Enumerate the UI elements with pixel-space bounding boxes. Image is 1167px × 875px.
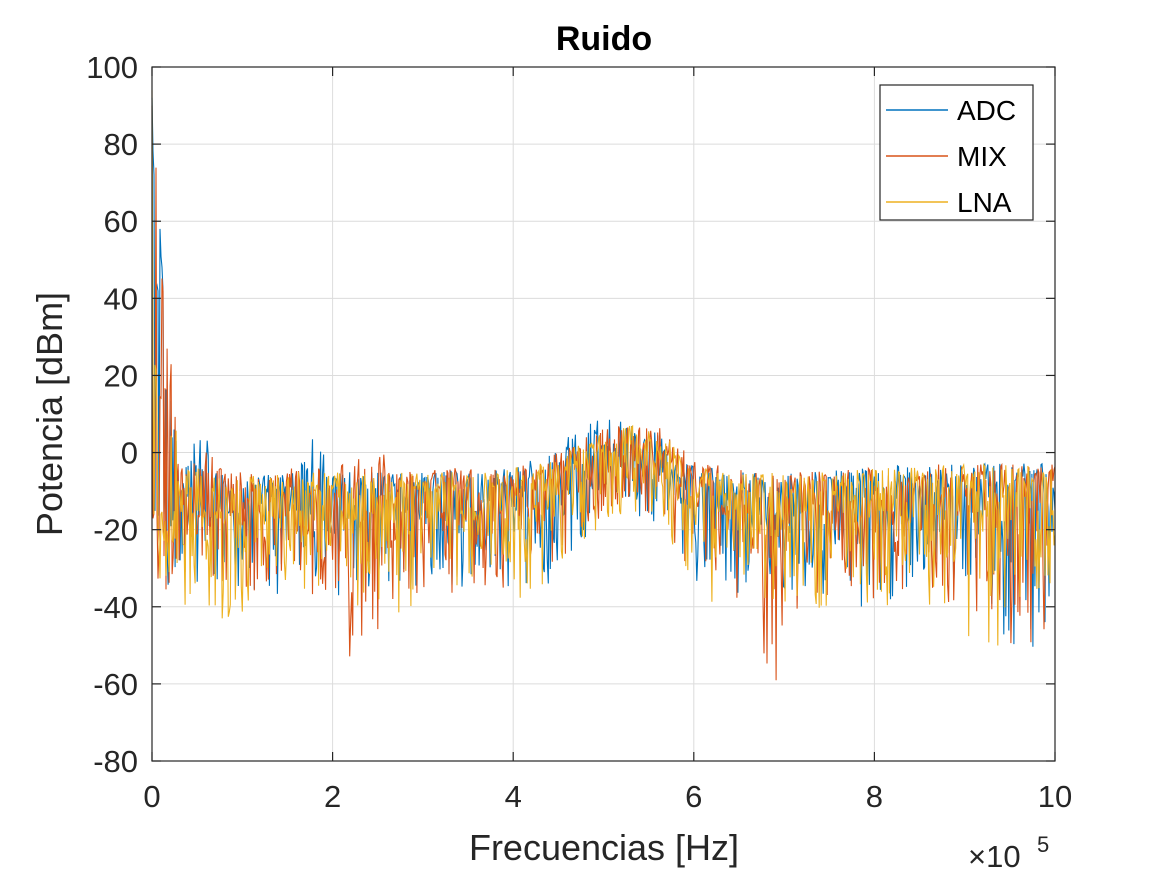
- legend-box: [879, 84, 1034, 221]
- y-tick-label: 100: [86, 50, 138, 85]
- series-layer: [151, 90, 1056, 681]
- y-tick-label: -60: [93, 667, 138, 702]
- tick-layer: 0 2 4 6 8 10 100 80 60 40 20 0 -20 -40 -60 -80: [86, 50, 1072, 814]
- x-tick-label: 6: [685, 779, 702, 814]
- x-axis-label: Frecuencias [Hz]: [469, 827, 739, 868]
- y-tick-label: -80: [93, 744, 138, 779]
- legend-label-lna: LNA: [957, 187, 1012, 218]
- chart-title: Ruido: [556, 20, 652, 58]
- x-tick-label: 0: [143, 779, 160, 814]
- legend-label-mix: MIX: [957, 141, 1007, 172]
- y-axis-label: Potencia [dBm]: [29, 292, 70, 536]
- y-tick-label: 80: [104, 127, 138, 162]
- x-tick-label: 4: [505, 779, 522, 814]
- y-tick-label: 20: [104, 358, 138, 393]
- y-tick-label: 40: [104, 281, 138, 316]
- y-tick-label: -40: [93, 590, 138, 625]
- x-multiplier-base: ×10: [968, 839, 1021, 874]
- legend: ADC MIX LNA: [879, 84, 1034, 221]
- grid-layer: [151, 66, 1056, 762]
- x-tick-label: 8: [866, 779, 883, 814]
- legend-label-adc: ADC: [957, 95, 1016, 126]
- x-multiplier-exponent: 5: [1037, 832, 1049, 857]
- y-tick-label: -20: [93, 513, 138, 548]
- y-tick-label: 60: [104, 204, 138, 239]
- x-tick-label: 2: [324, 779, 341, 814]
- y-tick-label: 0: [121, 436, 138, 471]
- plot-area-border: [151, 66, 1056, 762]
- x-tick-label: 10: [1038, 779, 1072, 814]
- x-axis-multiplier: ×10 5: [968, 832, 1049, 874]
- series-line-lna: [151, 90, 1056, 646]
